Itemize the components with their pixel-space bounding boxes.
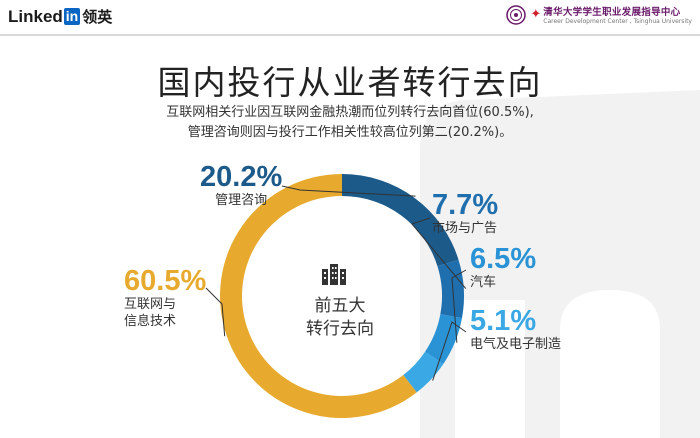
donut-center-label: 前五大 转行去向 [290, 295, 390, 341]
center-line-2: 转行去向 [306, 319, 374, 339]
subtitle: 互联网相关行业因互联网金融热潮而位列转行去向首位(60.5%), 管理咨询则因与… [0, 103, 700, 143]
logo-in-badge: in [63, 8, 81, 25]
center-line-1: 前五大 [314, 296, 366, 316]
label-consulting: 20.2% 管理咨询 [200, 162, 282, 209]
label-marketing: 7.7% 市场与广告 [432, 190, 498, 237]
slice-category-label: 管理咨询 [215, 193, 268, 208]
leader-line [451, 269, 467, 343]
logo-chinese: 领英 [82, 8, 113, 26]
slice-value-label: 7.7% [432, 189, 499, 221]
label-auto: 6.5% 汽车 [470, 244, 536, 291]
label-electronics: 5.1% 电气及电子制造 [470, 306, 561, 353]
donut-slice [220, 174, 417, 418]
university-name-en: Career Development Center , Tsinghua Uni… [543, 18, 692, 25]
leader-line [281, 185, 416, 197]
page-title: 国内投行从业者转行去向 [157, 63, 543, 102]
label-internet: 60.5% 互联网与 信息技术 [124, 266, 206, 330]
header-bar: Linked in 领英 ✦ 清华大学学生职业发展指导中心 Career Dev… [0, 0, 700, 36]
subtitle-line-2: 管理咨询则因与投行工作相关性较高位列第二(20.2%)。 [187, 125, 513, 140]
leader-line [432, 321, 467, 381]
slice-value-label: 60.5% [124, 265, 207, 297]
career-center-mark-icon: ✦ [530, 7, 542, 22]
leader-line [205, 287, 226, 337]
donut-slice [342, 174, 459, 267]
donut-slice [425, 314, 462, 364]
logo-text: Linked [8, 6, 63, 26]
slice-value-label: 6.5% [470, 243, 537, 275]
slice-category-label: 市场与广告 [432, 221, 498, 236]
slice-category-label: 电气及电子制造 [470, 337, 562, 352]
leader-line [411, 217, 467, 289]
university-brand: ✦ 清华大学学生职业发展指导中心 Career Development Cent… [506, 4, 692, 25]
slice-value-label: 20.2% [200, 161, 283, 193]
subtitle-line-1: 互联网相关行业因互联网金融热潮而位列转行去向首位(60.5%), [166, 105, 534, 120]
donut-slice [437, 259, 464, 319]
slice-value-label: 5.1% [470, 305, 537, 337]
slice-category-label-line-1: 互联网与 [124, 297, 177, 312]
slice-category-label: 汽车 [470, 275, 497, 290]
buildings-icon [322, 264, 346, 285]
university-seal-icon [506, 4, 527, 25]
linkedin-logo[interactable]: Linked in 领英 [8, 6, 112, 27]
university-name-cn: 清华大学学生职业发展指导中心 [543, 7, 681, 18]
slice-category-label-line-2: 信息技术 [124, 314, 177, 329]
donut-slice [403, 351, 444, 393]
